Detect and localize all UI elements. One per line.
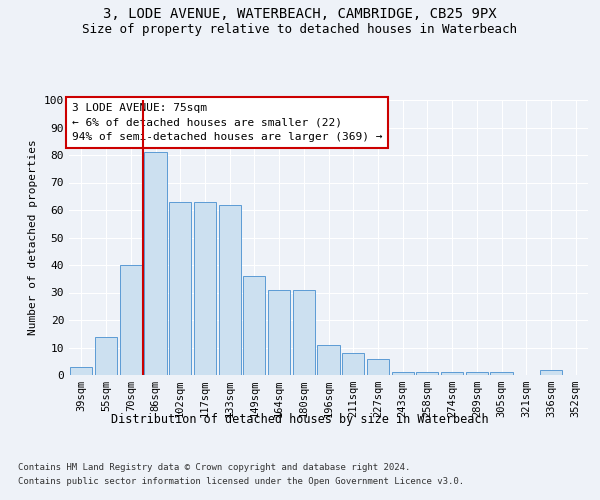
Bar: [268, 290, 290, 375]
Bar: [243, 276, 265, 375]
Text: Size of property relative to detached houses in Waterbeach: Size of property relative to detached ho…: [83, 22, 517, 36]
Y-axis label: Number of detached properties: Number of detached properties: [28, 140, 38, 336]
Bar: [95, 336, 117, 375]
Text: 3, LODE AVENUE, WATERBEACH, CAMBRIDGE, CB25 9PX: 3, LODE AVENUE, WATERBEACH, CAMBRIDGE, C…: [103, 8, 497, 22]
Text: Contains public sector information licensed under the Open Government Licence v3: Contains public sector information licen…: [18, 478, 464, 486]
Bar: [145, 152, 167, 375]
Bar: [119, 265, 142, 375]
Bar: [392, 372, 414, 375]
Bar: [293, 290, 315, 375]
Bar: [490, 372, 512, 375]
Bar: [317, 345, 340, 375]
Bar: [70, 367, 92, 375]
Bar: [416, 372, 439, 375]
Text: Contains HM Land Registry data © Crown copyright and database right 2024.: Contains HM Land Registry data © Crown c…: [18, 462, 410, 471]
Text: 3 LODE AVENUE: 75sqm
← 6% of detached houses are smaller (22)
94% of semi-detach: 3 LODE AVENUE: 75sqm ← 6% of detached ho…: [71, 103, 382, 142]
Bar: [194, 202, 216, 375]
Bar: [169, 202, 191, 375]
Bar: [466, 372, 488, 375]
Bar: [218, 204, 241, 375]
Bar: [540, 370, 562, 375]
Bar: [441, 372, 463, 375]
Bar: [367, 358, 389, 375]
Bar: [342, 353, 364, 375]
Text: Distribution of detached houses by size in Waterbeach: Distribution of detached houses by size …: [111, 412, 489, 426]
